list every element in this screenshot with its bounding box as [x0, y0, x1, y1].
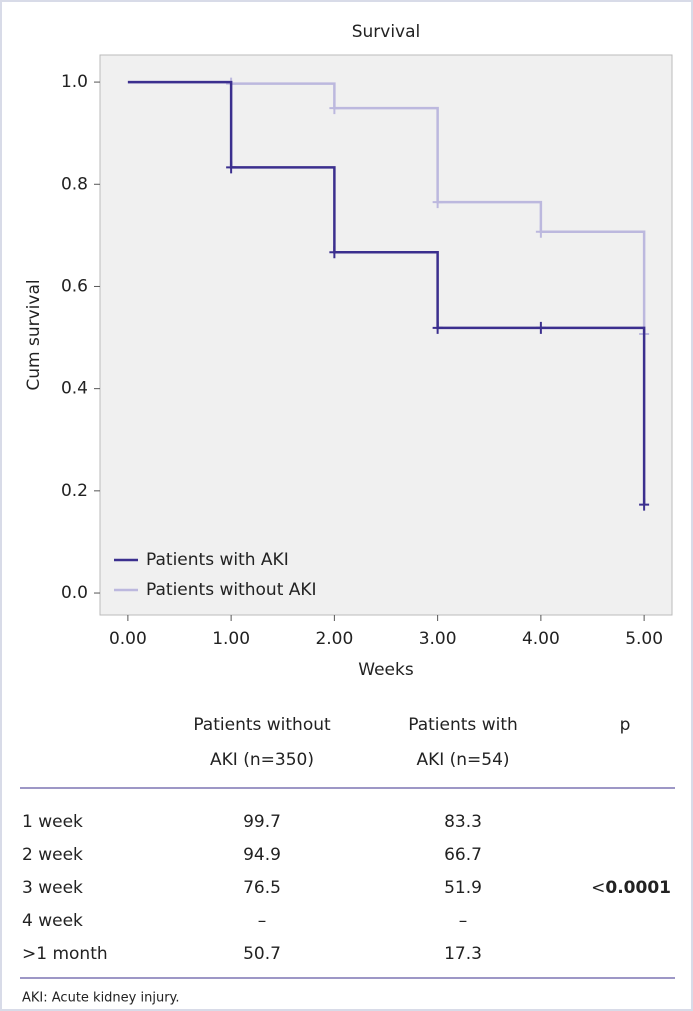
table-cell: 94.9: [243, 845, 281, 865]
x-tick-label: 0.00: [109, 629, 147, 649]
row-label: 4 week: [22, 911, 83, 931]
row-label: 2 week: [22, 845, 83, 865]
x-tick-label: 4.00: [522, 629, 560, 649]
p-number: 0.0001: [605, 878, 671, 898]
row-label: 1 week: [22, 812, 83, 832]
table-cell: 76.5: [243, 878, 281, 898]
table-cell: 50.7: [243, 944, 281, 964]
table-cell: –: [258, 911, 267, 931]
x-tick-label: 2.00: [315, 629, 353, 649]
censor-mark: [535, 225, 546, 238]
x-axis-label: Weeks: [358, 660, 414, 680]
p-symbol: <: [591, 878, 605, 898]
table-header: Patients without: [193, 715, 331, 735]
table-header: AKI (n=54): [416, 750, 509, 770]
table-cell: 99.7: [243, 812, 281, 832]
censor-mark: [639, 498, 650, 511]
p-value: <0.0001: [591, 878, 671, 898]
y-tick-label: 0.8: [61, 174, 88, 194]
table-header: Patients with: [408, 715, 518, 735]
legend-label: Patients without AKI: [146, 580, 317, 600]
censor-mark: [226, 161, 237, 174]
chart-title: Survival: [352, 22, 421, 42]
censor-mark: [535, 321, 546, 334]
table-cell: 83.3: [444, 812, 482, 832]
x-tick-label: 1.00: [212, 629, 250, 649]
table-cell: 17.3: [444, 944, 482, 964]
table-cell: –: [459, 911, 468, 931]
y-tick-label: 0.2: [61, 481, 88, 501]
survival-line: [127, 80, 646, 505]
table-cell: 66.7: [444, 845, 482, 865]
table-header: p: [620, 715, 631, 735]
x-tick-label: 3.00: [419, 629, 457, 649]
x-tick-label: 5.00: [625, 629, 663, 649]
y-tick-label: 0.6: [61, 276, 88, 296]
y-axis-label: Cum survival: [24, 279, 44, 390]
censor-mark: [329, 246, 340, 259]
censor-mark: [329, 102, 340, 115]
row-label: >1 month: [22, 944, 108, 964]
censor-mark: [432, 196, 443, 209]
y-tick-label: 0.0: [61, 583, 88, 603]
row-label: 3 week: [22, 878, 83, 898]
table-header: AKI (n=350): [210, 750, 314, 770]
footnote: AKI: Acute kidney injury.: [22, 991, 180, 1006]
plot-area: [99, 54, 673, 616]
legend-label: Patients with AKI: [146, 550, 289, 570]
table-cell: 51.9: [444, 878, 482, 898]
y-tick-label: 1.0: [61, 72, 88, 92]
censor-mark: [432, 321, 443, 334]
y-tick-label: 0.4: [61, 379, 88, 399]
